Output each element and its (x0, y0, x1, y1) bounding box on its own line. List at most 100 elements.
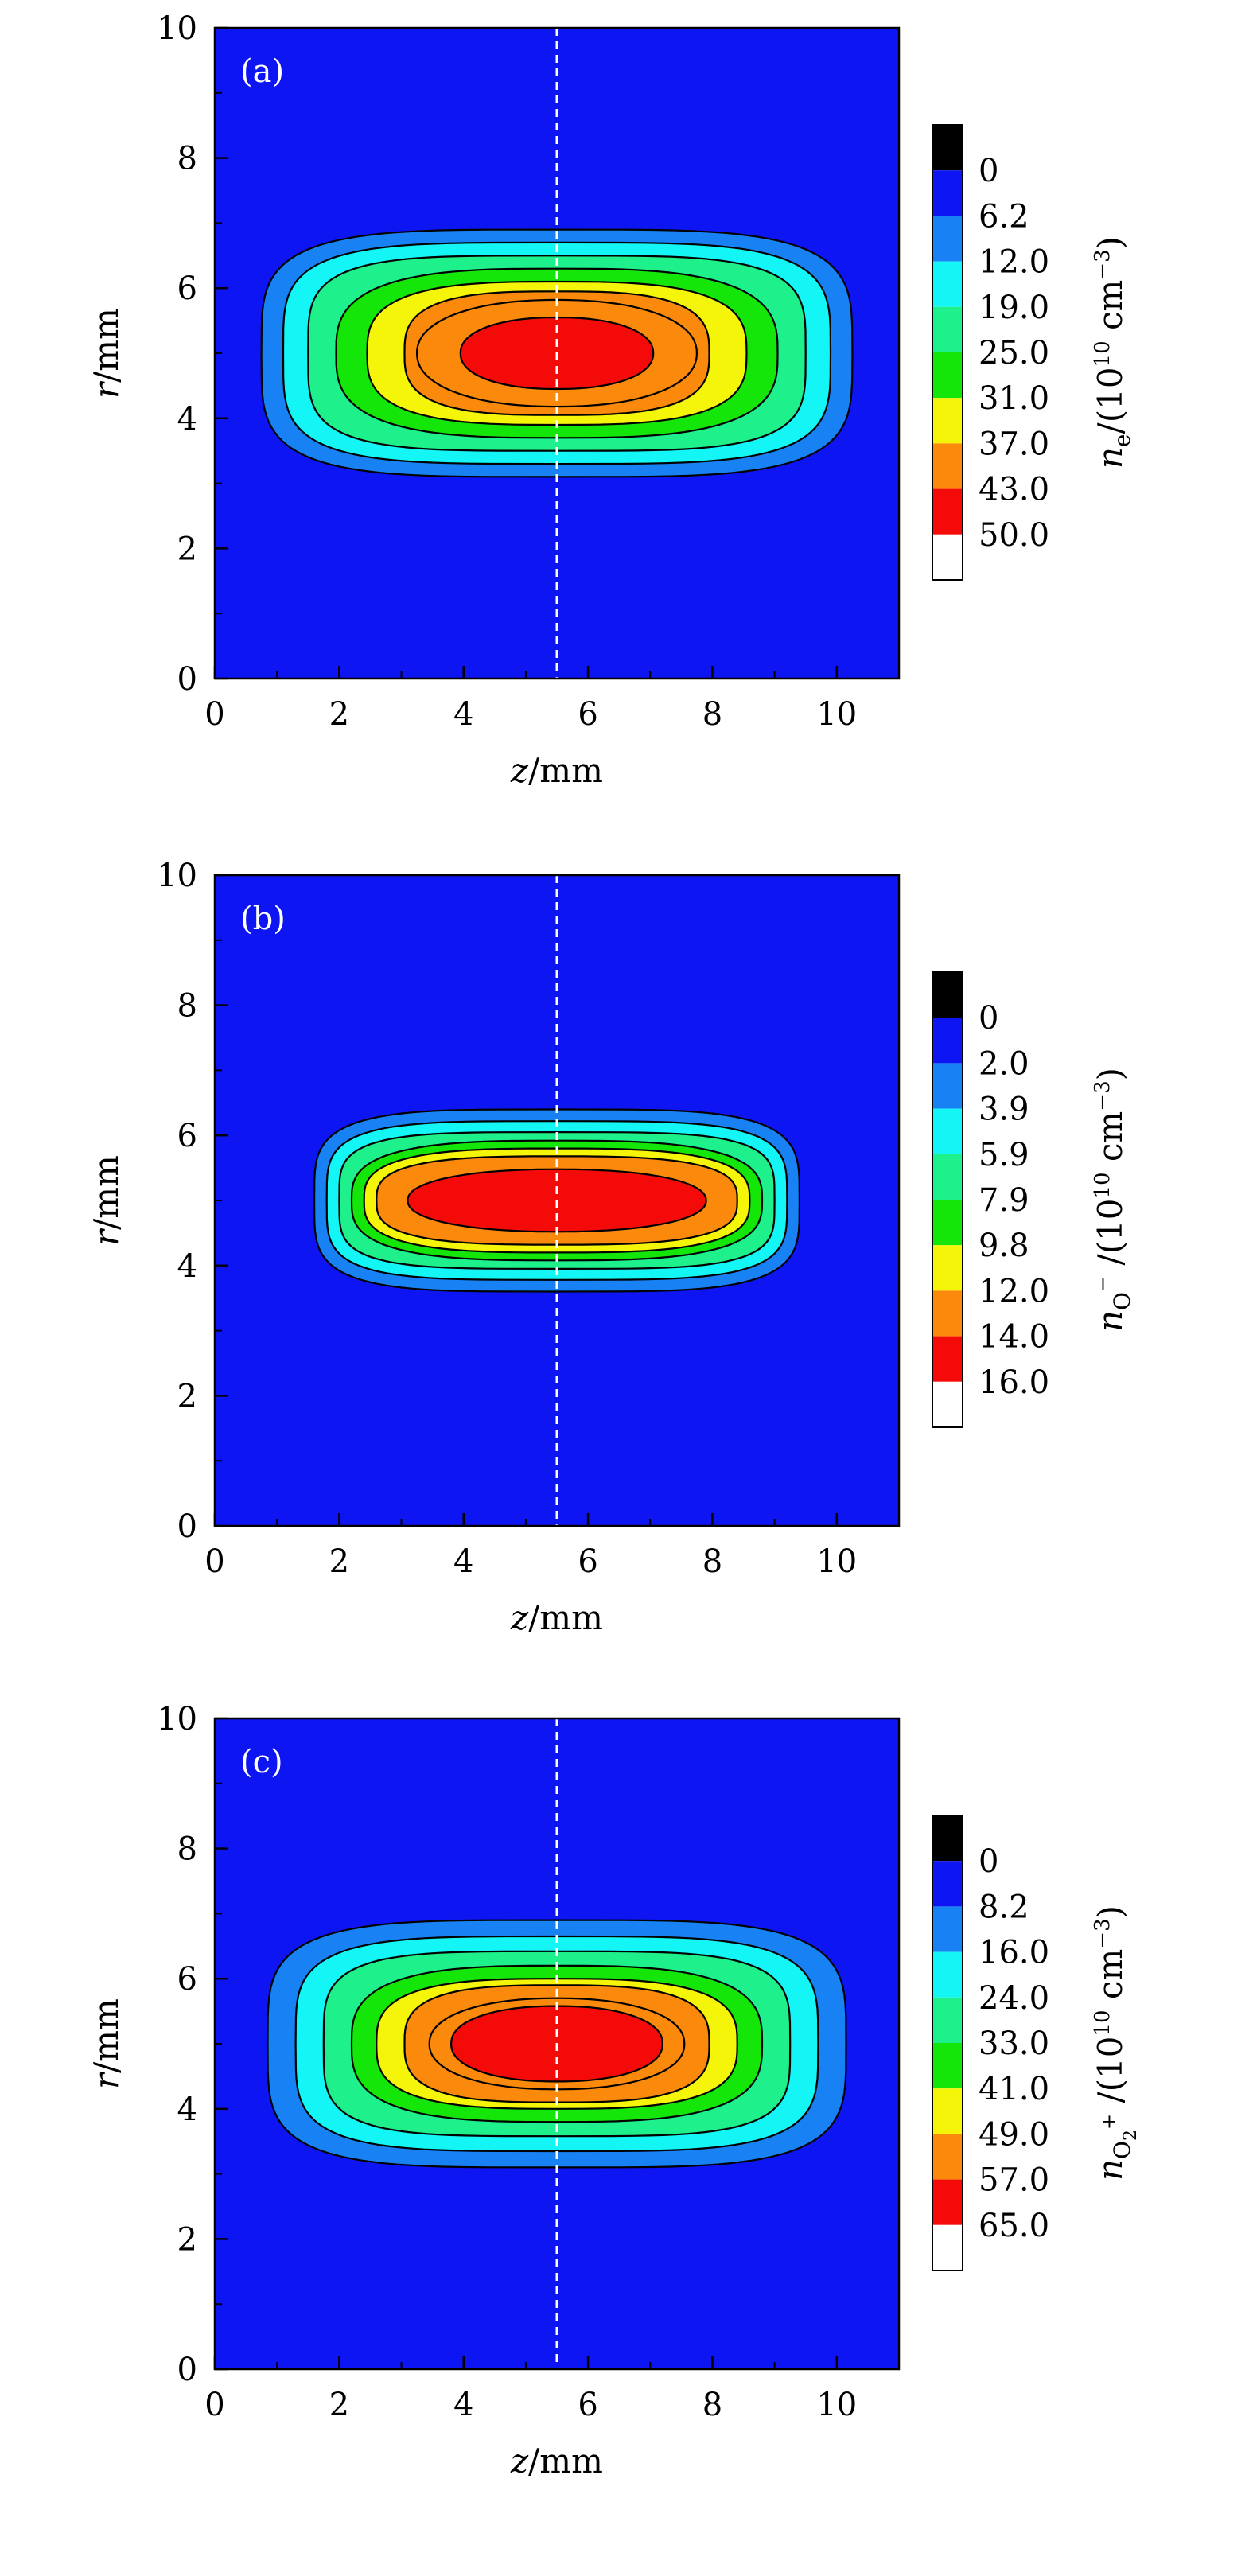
y-tick-label: 6 (177, 1118, 197, 1154)
y-tick-label: 10 (157, 1701, 197, 1737)
colorbar-swatch (932, 1200, 963, 1246)
x-tick-label: 0 (204, 2387, 224, 2423)
colorbar-tick-label: 19.0 (979, 290, 1049, 326)
colorbar-swatch (932, 1861, 963, 1907)
x-tick-label: 2 (329, 696, 349, 733)
colorbar-swatch (932, 1290, 963, 1337)
y-tick-label: 6 (177, 270, 197, 307)
y-axis-label: r/mm (87, 1155, 126, 1246)
y-tick-label: 8 (177, 141, 197, 177)
colorbar-tick-label: 0 (979, 1843, 998, 1880)
colorbar-tick-label: 25.0 (979, 335, 1049, 372)
colorbar-frame (932, 971, 963, 1428)
colorbar-swatch (932, 170, 963, 216)
colorbar-tick-label: 0 (979, 1000, 998, 1037)
colorbar-swatch (932, 2134, 963, 2180)
x-tick-label: 8 (702, 1543, 722, 1580)
colorbar-swatch (932, 1381, 963, 1427)
y-tick-label: 4 (177, 1248, 197, 1285)
y-tick-label: 4 (177, 2092, 197, 2128)
x-tick-label: 0 (204, 696, 224, 733)
colorbar-swatch (932, 1245, 963, 1291)
x-tick-label: 10 (816, 1543, 857, 1580)
x-axis-label: z/mm (510, 2442, 603, 2481)
panel-a: (a) 0 2 4 6 8 10 0 2 4 6 8 10 z/mm r/mm 0 6.2 12.0 19.0 25.… (87, 10, 1135, 790)
x-tick-label: 10 (816, 2387, 857, 2423)
y-axis-label: r/mm (87, 1998, 126, 2089)
colorbar-swatch (932, 1815, 963, 1862)
x-axis-label: z/mm (510, 1598, 603, 1637)
x-tick-label: 4 (453, 2387, 473, 2423)
x-tick-label: 6 (578, 2387, 597, 2423)
colorbar-swatch (932, 2179, 963, 2225)
colorbar-tick-label: 31.0 (979, 380, 1049, 417)
x-tick-label: 2 (329, 2387, 349, 2423)
colorbar-swatch (932, 1997, 963, 2043)
colorbar-swatch (932, 2043, 963, 2089)
colorbar-tick-label: 50.0 (979, 517, 1049, 554)
colorbar-swatch (932, 1906, 963, 1952)
panel-label: (a) (240, 53, 284, 90)
colorbar-tick-label: 7.9 (979, 1182, 1029, 1219)
y-tick-label: 6 (177, 1961, 197, 1998)
x-tick-label: 8 (702, 2387, 722, 2423)
colorbar-frame (932, 1815, 963, 2271)
panel-label: (c) (240, 1744, 283, 1780)
colorbar-tick-label: 24.0 (979, 1980, 1049, 2017)
y-tick-label: 2 (177, 531, 197, 567)
colorbar-tick-label: 6.2 (979, 198, 1029, 235)
colorbar-tick-label: 16.0 (979, 1364, 1049, 1401)
colorbar-tick-label: 14.0 (979, 1319, 1049, 1356)
colorbar-swatch (932, 972, 963, 1018)
colorbar-tick-label: 16.0 (979, 1935, 1049, 1971)
colorbar-tick-label: 12.0 (979, 1273, 1049, 1309)
colorbar-tick-label: 0 (979, 153, 998, 189)
y-tick-label: 8 (177, 988, 197, 1025)
x-tick-label: 6 (578, 1543, 597, 1580)
colorbar-swatch (932, 261, 963, 307)
y-tick-label: 8 (177, 1831, 197, 1868)
colorbar-tick-label: 8.2 (979, 1889, 1029, 1925)
x-tick-label: 8 (702, 696, 722, 733)
colorbar-swatch (932, 216, 963, 262)
colorbar-swatch (932, 352, 963, 399)
x-tick-label: 4 (453, 1543, 473, 1580)
y-tick-label: 2 (177, 2221, 197, 2258)
colorbar-tick-label: 41.0 (979, 2071, 1049, 2107)
x-tick-label: 4 (453, 696, 473, 733)
colorbar-swatch (932, 1154, 963, 1200)
colorbar-label: ne/(1010 cm−3) (1091, 236, 1135, 469)
panel-label: (b) (240, 901, 286, 937)
colorbar-swatch (932, 2088, 963, 2134)
colorbar-tick-label: 3.9 (979, 1091, 1029, 1128)
colorbar-swatch (932, 534, 963, 580)
colorbar-tick-label: 43.0 (979, 472, 1049, 508)
colorbar-frame (932, 124, 963, 581)
colorbar-swatch (932, 1018, 963, 1064)
colorbar-swatch (932, 1951, 963, 1998)
x-tick-label: 2 (329, 1543, 349, 1580)
colorbar-swatch (932, 306, 963, 352)
panel-b: (b) 0 2 4 6 8 10 0 2 4 6 8 10 z/mm r/mm 0 2.0 3.9 5.9 7.9 9.… (87, 858, 1135, 1637)
colorbar-swatch (932, 1063, 963, 1109)
colorbar-swatch (932, 125, 963, 171)
colorbar-tick-label: 9.8 (979, 1228, 1029, 1264)
x-tick-label: 10 (816, 696, 857, 733)
colorbar-label: nO− /(1010 cm−3) (1091, 1068, 1135, 1332)
y-axis-label: r/mm (87, 308, 126, 399)
colorbar-tick-label: 37.0 (979, 426, 1049, 462)
y-tick-label: 2 (177, 1378, 197, 1414)
y-tick-label: 0 (177, 661, 197, 698)
y-tick-label: 10 (157, 10, 197, 47)
colorbar-tick-label: 12.0 (979, 244, 1049, 281)
colorbar-tick-label: 5.9 (979, 1137, 1029, 1173)
x-axis-label: z/mm (510, 751, 603, 790)
colorbar-tick-label: 33.0 (979, 2025, 1049, 2062)
panel-c: (c) 0 2 4 6 8 10 0 2 4 6 8 10 z/mm r/mm 0 8.2 16.0 24.0 33.… (87, 1701, 1141, 2481)
colorbar-tick-label: 57.0 (979, 2162, 1049, 2199)
colorbar-tick-label: 2.0 (979, 1045, 1029, 1082)
x-tick-label: 0 (204, 1543, 224, 1580)
colorbar-swatch (932, 398, 963, 444)
y-tick-label: 10 (157, 858, 197, 894)
colorbar-tick-label: 49.0 (979, 2116, 1049, 2153)
